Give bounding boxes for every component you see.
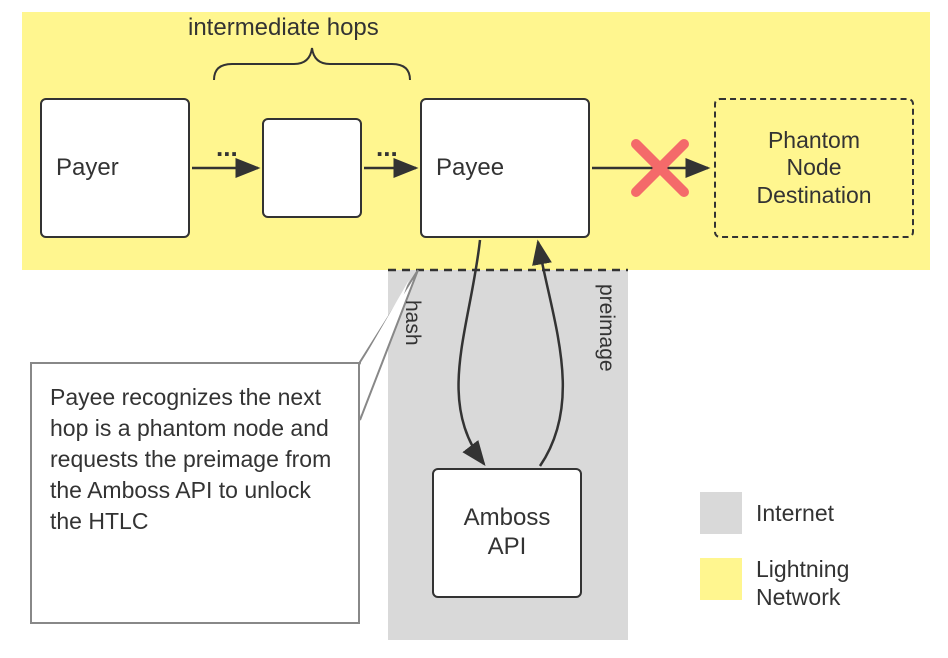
phantom-node: Phantom Node Destination	[714, 98, 914, 238]
amboss-api-node: Amboss API	[432, 468, 582, 598]
hash-label: hash	[400, 300, 424, 346]
preimage-label: preimage	[594, 284, 618, 372]
ellipsis-right: ...	[376, 132, 398, 163]
payer-node: Payer	[40, 98, 190, 238]
callout-text: Payee recognizes the next hop is a phant…	[50, 384, 331, 534]
intermediate-hops-label: intermediate hops	[188, 14, 379, 42]
arrow-hash	[459, 240, 484, 464]
payer-label: Payer	[56, 154, 119, 183]
phantom-label: Phantom Node Destination	[756, 127, 871, 210]
ellipsis-left: ...	[216, 132, 238, 163]
legend-lightning-label: Lightning Network	[756, 556, 849, 611]
arrow-preimage	[538, 242, 563, 466]
brace	[214, 48, 410, 80]
amboss-label: Amboss API	[464, 504, 551, 562]
callout-box: Payee recognizes the next hop is a phant…	[30, 362, 360, 624]
intermediate-hop-node	[262, 118, 362, 218]
legend-internet-label: Internet	[756, 500, 834, 528]
legend-lightning-swatch	[700, 558, 742, 600]
payee-label: Payee	[436, 154, 504, 183]
payee-node: Payee	[420, 98, 590, 238]
legend-internet-swatch	[700, 492, 742, 534]
